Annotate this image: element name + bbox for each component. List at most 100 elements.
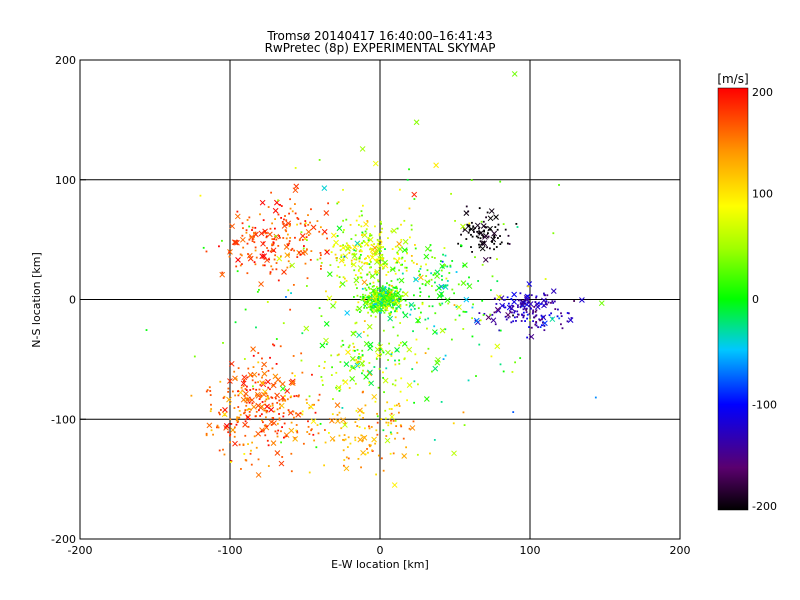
data-point-dot xyxy=(388,289,391,291)
data-point-dot xyxy=(348,387,351,389)
data-point-x-marker xyxy=(494,306,501,313)
data-point-dot xyxy=(365,257,367,260)
data-point-dot xyxy=(493,297,496,300)
data-point-dot xyxy=(286,243,289,246)
data-point-dot xyxy=(343,264,346,267)
data-point-dot xyxy=(354,283,357,286)
data-point-dot xyxy=(398,405,401,407)
data-point-dot xyxy=(271,384,274,387)
data-point-dot xyxy=(260,394,263,397)
data-point-dot xyxy=(275,262,278,264)
data-point-x-marker xyxy=(231,239,238,246)
data-point-dot xyxy=(259,384,262,386)
data-point-dot xyxy=(386,401,389,404)
data-point-dot xyxy=(242,385,245,387)
data-point-dot xyxy=(413,380,416,383)
data-point-dot xyxy=(363,306,366,309)
data-point-dot xyxy=(354,322,357,325)
data-point-dot xyxy=(419,291,422,294)
data-point-dot xyxy=(271,268,274,271)
data-point-dot xyxy=(416,453,419,456)
data-point-dot xyxy=(336,413,339,416)
data-point-dot xyxy=(531,312,534,315)
data-point-dot xyxy=(358,257,361,260)
data-point-dot xyxy=(374,303,377,306)
data-point-x-marker xyxy=(353,277,360,284)
data-point-dot xyxy=(248,414,251,417)
data-point-dot xyxy=(493,311,496,314)
data-point-dot xyxy=(295,424,298,426)
data-point-dot xyxy=(255,410,258,413)
data-point-dot xyxy=(551,300,554,303)
data-point-dot xyxy=(532,311,534,313)
data-point-x-marker xyxy=(323,337,329,344)
data-point-dot xyxy=(343,434,346,436)
data-point-dot xyxy=(238,443,241,446)
data-point-dot xyxy=(334,301,337,303)
data-point-dot xyxy=(267,386,270,389)
data-point-dot xyxy=(339,361,342,363)
data-point-dot xyxy=(267,369,270,372)
data-point-dot xyxy=(411,368,414,370)
data-point-dot xyxy=(242,227,244,230)
data-point-x-marker xyxy=(329,435,336,442)
data-point-dot xyxy=(394,419,397,422)
data-point-dot xyxy=(440,275,443,277)
data-point-dot xyxy=(279,345,282,348)
data-point-dot xyxy=(282,222,285,225)
data-point-dot xyxy=(275,268,278,271)
data-point-dot xyxy=(360,434,363,437)
data-point-dot xyxy=(297,218,300,220)
data-point-dot xyxy=(282,415,285,418)
data-point-x-marker xyxy=(349,376,356,382)
data-point-dot xyxy=(496,258,498,261)
data-point-dot xyxy=(338,389,341,392)
data-point-dot xyxy=(515,320,517,322)
data-point-dot xyxy=(419,295,421,297)
data-point-dot xyxy=(273,238,275,241)
data-point-dot xyxy=(331,413,334,416)
data-point-dot xyxy=(376,287,379,290)
data-point-dot xyxy=(342,379,345,382)
data-point-dot xyxy=(400,264,402,266)
data-point-dot xyxy=(450,338,453,341)
data-point-dot xyxy=(242,246,245,249)
data-point-dot xyxy=(278,235,281,237)
data-point-dot xyxy=(371,306,374,309)
data-point-dot xyxy=(358,414,361,417)
data-point-dot xyxy=(434,312,437,315)
data-point-dot xyxy=(480,243,483,246)
data-point-dot xyxy=(310,250,313,253)
data-point-dot xyxy=(269,271,272,274)
data-point-dot xyxy=(363,262,366,265)
data-point-dot xyxy=(321,379,324,382)
data-point-x-marker xyxy=(490,317,497,324)
data-point-dot xyxy=(430,278,433,281)
data-point-dot xyxy=(431,305,434,308)
data-point-dot xyxy=(380,348,382,351)
data-point-dot xyxy=(539,326,542,329)
data-point-dot xyxy=(367,286,370,289)
data-point-dot xyxy=(358,255,361,258)
data-point-dot xyxy=(218,245,220,248)
data-point-dot xyxy=(332,245,335,248)
data-point-x-marker xyxy=(234,213,241,220)
data-point-dot xyxy=(396,290,399,292)
data-point-dot xyxy=(263,257,266,260)
data-point-x-marker xyxy=(354,240,361,247)
data-point-dot xyxy=(413,304,416,307)
data-point-x-marker xyxy=(385,349,391,356)
data-point-dot xyxy=(493,236,495,239)
data-point-x-marker xyxy=(479,245,486,252)
data-point-dot xyxy=(364,287,367,290)
data-point-x-marker xyxy=(264,257,270,264)
data-point-dot xyxy=(550,312,553,315)
data-point-dot xyxy=(366,273,369,276)
data-point-dot xyxy=(298,238,301,241)
data-point-x-marker xyxy=(292,436,299,442)
data-point-dot xyxy=(534,310,537,313)
data-point-dot xyxy=(357,270,360,272)
data-point-dot xyxy=(240,386,243,389)
data-point-dot xyxy=(308,395,311,398)
data-point-x-marker xyxy=(550,288,557,294)
